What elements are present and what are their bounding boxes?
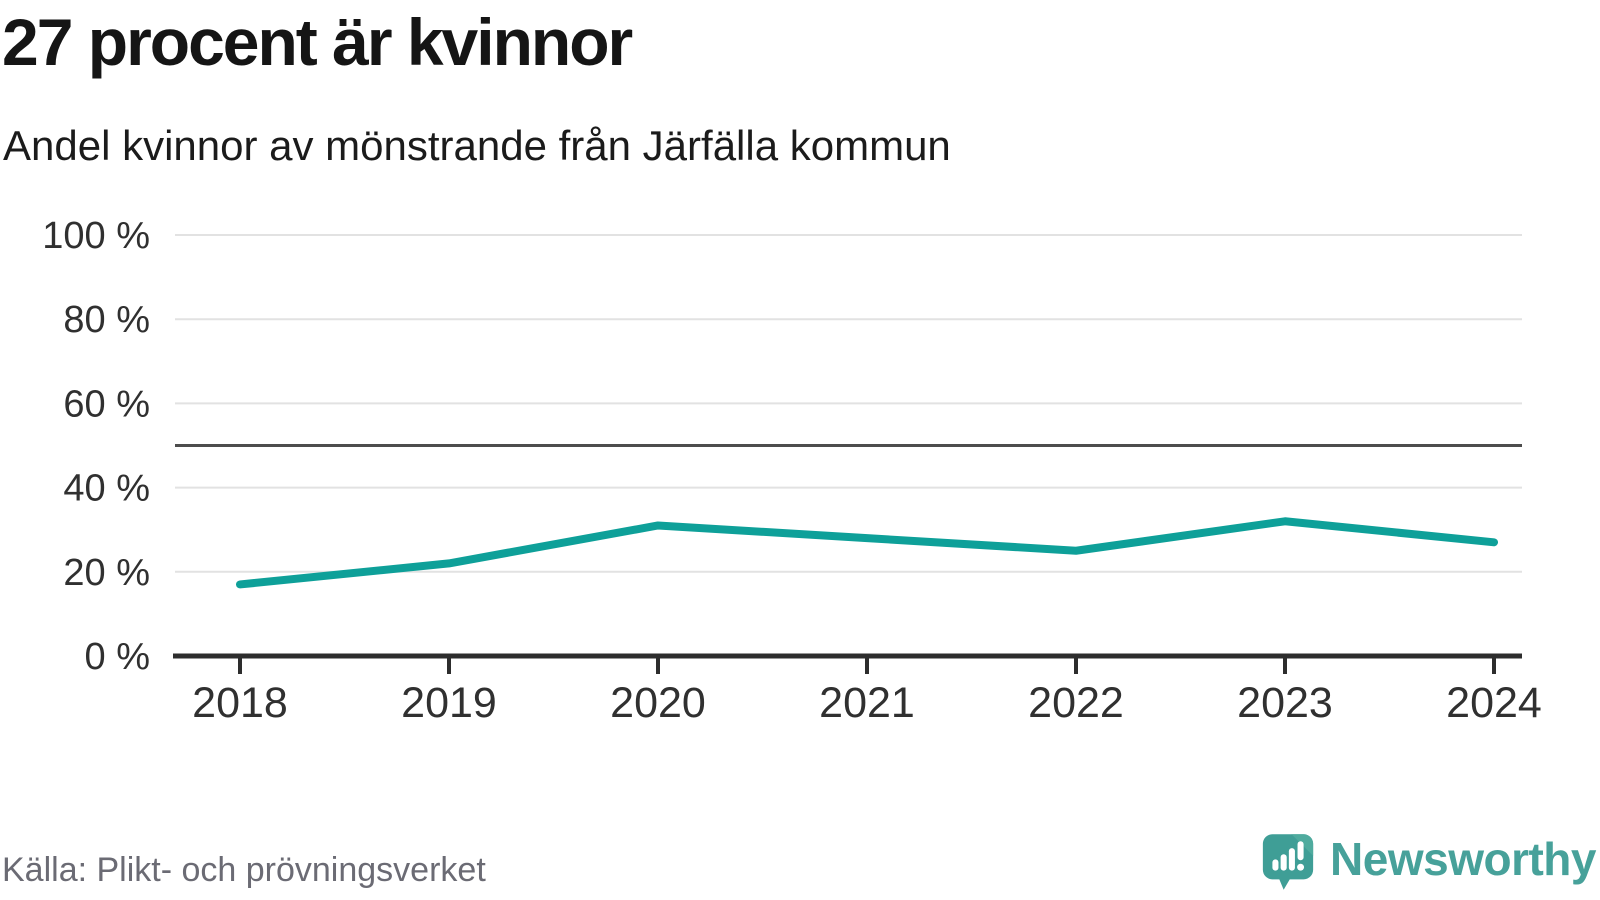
y-tick-label: 80 % — [63, 299, 150, 341]
x-tick-label: 2024 — [1446, 679, 1542, 727]
y-tick-label: 60 % — [63, 383, 150, 425]
line-chart: 0 % 20 % 40 % 60 % 80 % 100 % 2018 2019 2020 2021… — [42, 215, 1542, 727]
y-tick-label: 100 % — [42, 215, 150, 257]
source-caption: Källa: Plikt- och prövningsverket — [2, 851, 486, 889]
logo-bar-3 — [1288, 848, 1295, 871]
data-line-andel-kvinnor — [236, 517, 1498, 589]
logo-bubble-highlight — [1291, 834, 1314, 856]
newsworthy-wordmark: Newsworthy — [1330, 833, 1596, 885]
x-tick-label: 2021 — [819, 679, 915, 727]
x-tick-label: 2022 — [1028, 679, 1124, 727]
x-tick-label: 2020 — [610, 679, 706, 727]
x-tick-label: 2023 — [1237, 679, 1333, 727]
y-tick-label: 40 % — [63, 468, 150, 510]
logo-exclamation-bar — [1297, 841, 1304, 861]
page-title: 27 procent är kvinnor — [2, 5, 633, 79]
logo-bar-1 — [1272, 859, 1279, 871]
brand-lockup: Newsworthy — [1262, 832, 1596, 892]
newsworthy-logo-icon — [1262, 834, 1314, 890]
chart-subtitle: Andel kvinnor av mönstrande från Järfäll… — [3, 122, 951, 169]
y-tick-label: 20 % — [63, 552, 150, 594]
y-tick-label: 0 % — [85, 636, 150, 678]
x-tick-label: 2019 — [401, 679, 497, 727]
logo-bar-2 — [1280, 854, 1287, 871]
x-tick-label: 2018 — [192, 679, 288, 727]
logo-exclamation-dot — [1297, 863, 1305, 871]
